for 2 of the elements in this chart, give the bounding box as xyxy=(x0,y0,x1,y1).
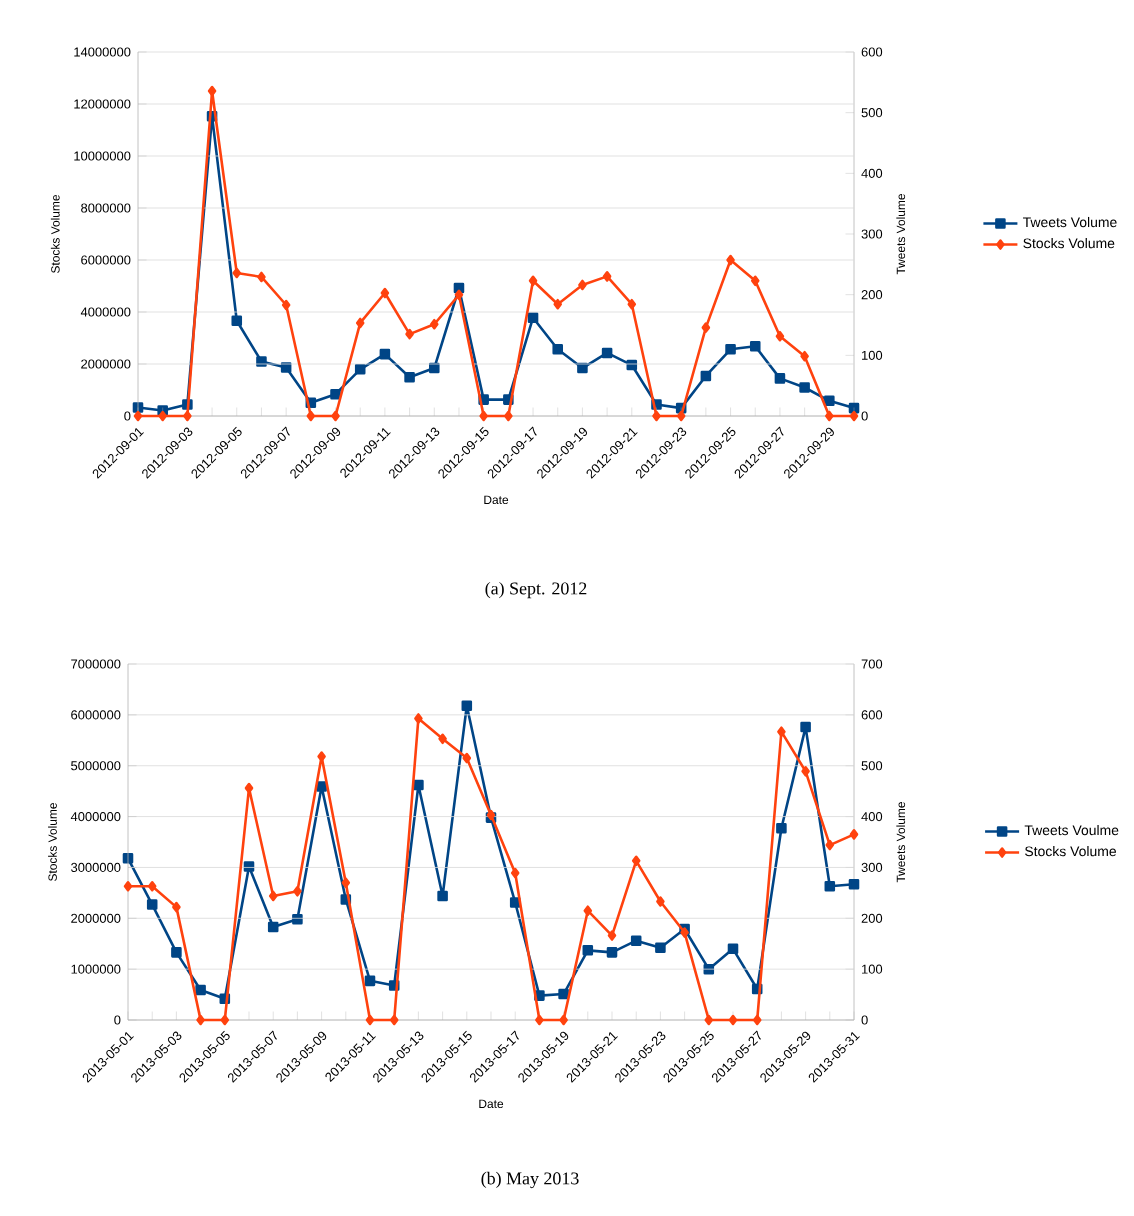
text: (a) Sept. 2012 xyxy=(485,581,587,599)
text: (b) May 2013 xyxy=(481,1171,579,1189)
